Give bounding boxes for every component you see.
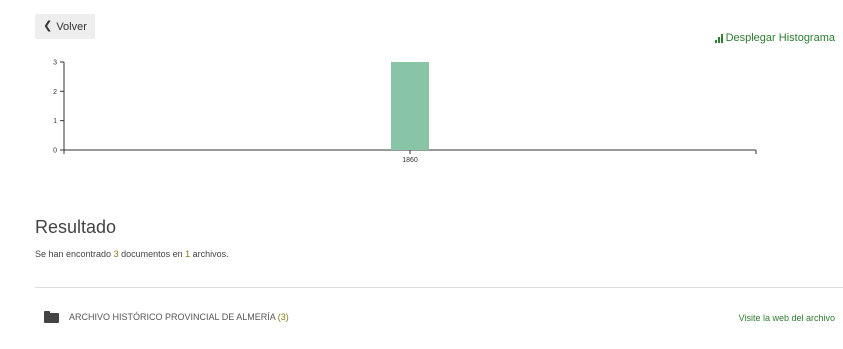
- results-summary: Se han encontrado 3 documentos en 1 arch…: [35, 249, 229, 259]
- results-middle: documentos en: [118, 249, 186, 259]
- results-title: Resultado: [35, 217, 117, 237]
- histogram-svg: 0 1 2 3 1860: [53, 60, 757, 164]
- divider: [35, 287, 843, 288]
- y-tick-label: 3: [53, 60, 57, 67]
- visit-archive-website-link[interactable]: Visite la web del archivo: [738, 313, 835, 323]
- results-suffix: archivos.: [190, 249, 229, 259]
- chevron-left-icon: ❮: [43, 20, 53, 32]
- back-button-label: Volver: [56, 20, 87, 33]
- x-tick-label: 1860: [402, 157, 418, 164]
- results-doc-count: 3: [113, 249, 119, 259]
- archive-name[interactable]: ARCHIVO HISTÓRICO PROVINCIAL DE ALMERÍA: [69, 312, 276, 322]
- back-button[interactable]: ❮ Volver: [35, 14, 95, 39]
- results-prefix: Se han encontrado: [35, 249, 114, 259]
- y-tick-label: 0: [53, 148, 57, 155]
- histogram-chart: 0 1 2 3 1860: [0, 50, 843, 175]
- y-tick-label: 1: [53, 118, 57, 125]
- results-archive-count: 1: [185, 249, 191, 259]
- folder-icon: [44, 311, 59, 323]
- y-tick-label: 2: [53, 89, 57, 96]
- show-histogram-label: Desplegar Histograma: [725, 32, 835, 44]
- archive-doc-count: (3): [277, 312, 289, 322]
- bar-chart-icon: [714, 33, 723, 43]
- show-histogram-link[interactable]: Desplegar Histograma: [714, 32, 835, 44]
- bar-1860: [391, 62, 429, 150]
- archive-item: ARCHIVO HISTÓRICO PROVINCIAL DE ALMERÍA …: [44, 311, 289, 323]
